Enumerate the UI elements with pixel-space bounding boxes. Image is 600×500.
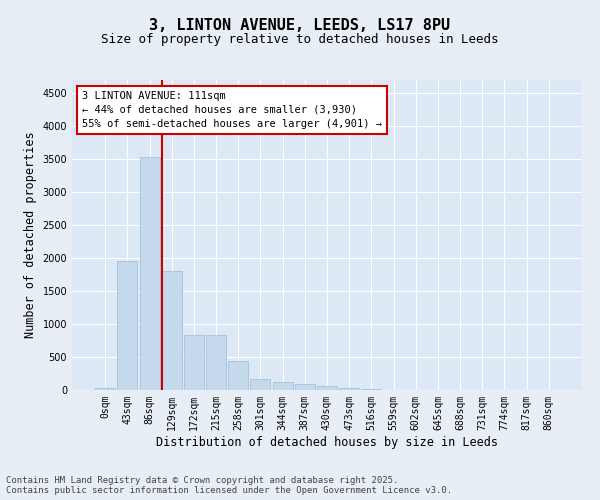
Text: Contains HM Land Registry data © Crown copyright and database right 2025.
Contai: Contains HM Land Registry data © Crown c… (6, 476, 452, 495)
Text: 3 LINTON AVENUE: 111sqm
← 44% of detached houses are smaller (3,930)
55% of semi: 3 LINTON AVENUE: 111sqm ← 44% of detache… (82, 91, 382, 129)
Bar (95, 388, 115, 390)
Bar (206, 334, 226, 390)
Bar (140, 157, 160, 390)
Bar (272, 382, 293, 390)
Bar (118, 262, 137, 390)
X-axis label: Distribution of detached houses by size in Leeds: Distribution of detached houses by size … (156, 436, 498, 448)
Bar (228, 361, 248, 390)
Bar (250, 379, 271, 390)
Bar (339, 388, 359, 390)
Text: Size of property relative to detached houses in Leeds: Size of property relative to detached ho… (101, 32, 499, 46)
Bar (184, 334, 204, 390)
Bar (162, 270, 182, 390)
Y-axis label: Number of detached properties: Number of detached properties (24, 132, 37, 338)
Bar (317, 386, 337, 390)
Text: 3, LINTON AVENUE, LEEDS, LS17 8PU: 3, LINTON AVENUE, LEEDS, LS17 8PU (149, 18, 451, 32)
Bar (295, 384, 315, 390)
